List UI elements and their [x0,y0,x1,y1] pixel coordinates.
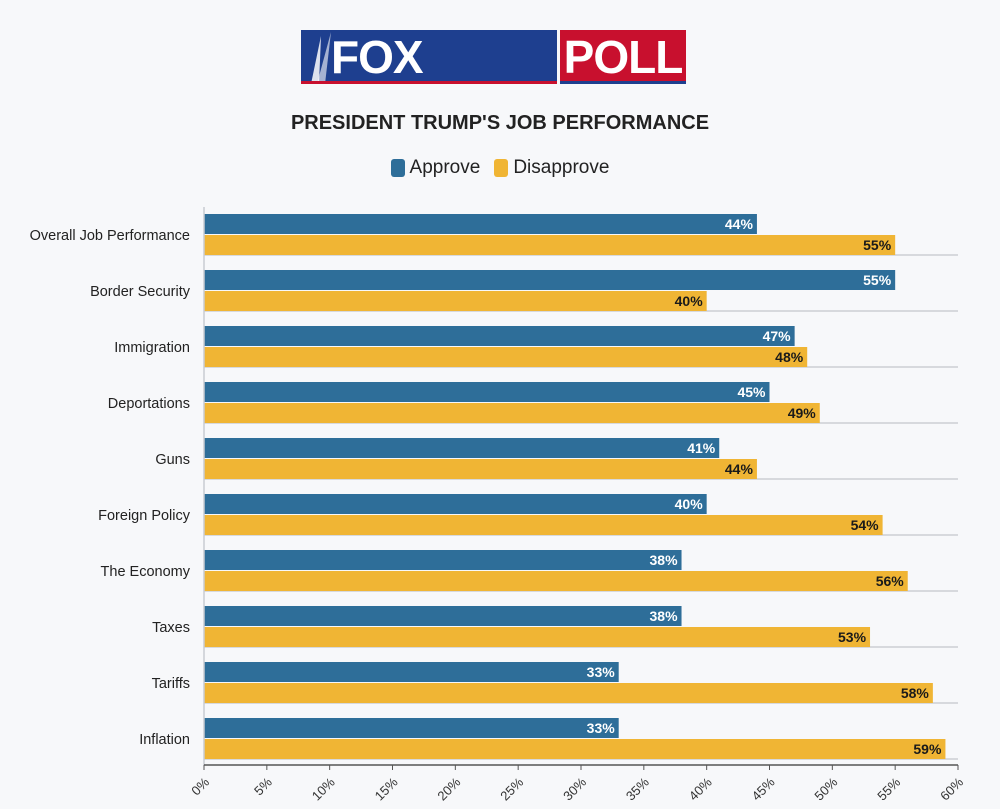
bar-approve [204,718,619,738]
bar-disapprove [204,571,908,591]
bar-approve [204,662,619,682]
logo-poll: POLL [560,30,686,84]
data-label-approve: 41% [687,440,716,456]
bar-approve [204,326,795,346]
category-label: Taxes [152,620,190,636]
data-label-approve: 55% [863,272,892,288]
data-label-disapprove: 54% [851,517,880,533]
category-label: Foreign Policy [98,508,191,524]
bar-disapprove [204,739,946,759]
data-label-disapprove: 48% [775,349,804,365]
category-label: Overall Job Performance [30,228,190,244]
bar-disapprove [204,403,820,423]
data-label-approve: 33% [587,720,616,736]
bar-disapprove [204,459,757,479]
legend-label-disapprove: Disapprove [513,157,610,178]
chart-legend: Approve Disapprove [0,157,1000,179]
category-label: Immigration [114,340,190,356]
bar-disapprove [204,627,871,647]
data-label-disapprove: 40% [675,293,704,309]
data-label-approve: 44% [725,216,754,232]
data-label-disapprove: 53% [838,629,867,645]
bar-disapprove [204,235,896,255]
bar-approve [204,606,682,626]
x-tick-label: 10% [309,774,338,803]
data-label-approve: 38% [650,552,679,568]
data-label-disapprove: 55% [863,237,892,253]
logo-fox-news: FOX NEWS [301,30,557,84]
data-label-disapprove: 49% [788,405,817,421]
x-tick-label: 55% [874,774,903,803]
bar-approve [204,550,682,570]
bar-approve [204,270,896,290]
data-label-disapprove: 59% [913,741,942,757]
x-tick-label: 0% [188,774,212,798]
bar-disapprove [204,347,808,367]
legend-item-approve: Approve [390,157,481,179]
category-label: Deportations [108,396,190,412]
legend-swatch-approve [390,159,405,177]
category-label: Inflation [139,732,190,748]
bar-disapprove [204,515,883,535]
data-label-approve: 33% [587,664,616,680]
category-label: Border Security [90,284,191,300]
data-label-approve: 38% [650,608,679,624]
category-label: Tariffs [152,676,190,692]
data-label-disapprove: 44% [725,461,754,477]
x-tick-label: 35% [623,774,652,803]
x-tick-label: 50% [811,774,840,803]
bar-disapprove [204,683,933,703]
bar-approve [204,382,770,402]
logo-streak-icon [311,32,331,81]
x-tick-label: 20% [434,774,463,803]
bar-disapprove [204,291,707,311]
legend-swatch-disapprove [494,159,509,177]
x-tick-label: 60% [937,774,966,803]
bar-approve [204,438,720,458]
data-label-approve: 45% [737,384,766,400]
data-label-approve: 47% [763,328,792,344]
data-label-disapprove: 56% [876,573,905,589]
x-tick-label: 45% [749,774,778,803]
x-tick-label: 30% [560,774,589,803]
x-tick-label: 25% [497,774,526,803]
x-tick-label: 15% [372,774,401,803]
x-tick-label: 5% [251,774,275,798]
chart-title: PRESIDENT TRUMP'S JOB PERFORMANCE [290,112,710,134]
x-tick-label: 40% [686,774,715,803]
legend-item-disapprove: Disapprove [494,157,609,179]
bar-approve [204,214,757,234]
data-label-disapprove: 58% [901,685,930,701]
bar-approve [204,494,707,514]
data-label-approve: 40% [675,496,704,512]
fox-news-poll-logo: FOX NEWS POLL [301,30,686,84]
logo-fox-news-text: FOX NEWS [331,31,424,83]
legend-label-approve: Approve [409,157,481,178]
category-label: The Economy [101,564,191,580]
category-label: Guns [155,452,190,468]
